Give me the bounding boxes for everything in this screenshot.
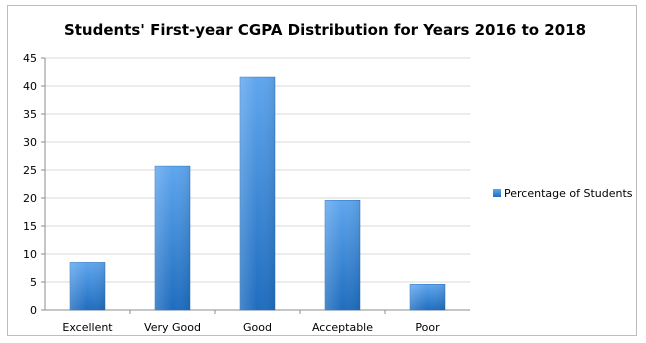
- bar-shading: [155, 166, 190, 310]
- y-tick-label: 30: [23, 136, 37, 149]
- x-tick-label: Poor: [415, 321, 440, 334]
- x-tick-label: Good: [243, 321, 272, 334]
- bar-shading: [240, 77, 275, 310]
- bar-shading: [70, 262, 105, 310]
- y-tick-label: 0: [30, 304, 37, 317]
- bar-shading: [325, 200, 360, 310]
- y-tick-label: 45: [23, 52, 37, 65]
- y-tick-label: 35: [23, 108, 37, 121]
- y-tick-labels: 0 5 10 15 20 25 30 35 40 45: [23, 52, 37, 317]
- x-tick-label: Acceptable: [312, 321, 373, 334]
- y-tick-label: 5: [30, 276, 37, 289]
- bars: [69, 76, 446, 311]
- bar-shading: [410, 284, 445, 310]
- y-tick-label: 10: [23, 248, 37, 261]
- y-tick-label: 20: [23, 192, 37, 205]
- x-tick-label: Excellent: [62, 321, 113, 334]
- x-tick-label: Very Good: [144, 321, 201, 334]
- chart-title: Students' First-year CGPA Distribution f…: [64, 21, 586, 39]
- y-tick-label: 15: [23, 220, 37, 233]
- x-tick-labels: Excellent Very Good Good Acceptable Poor: [62, 321, 440, 334]
- legend: Percentage of Students: [493, 187, 633, 200]
- legend-label: Percentage of Students: [504, 187, 633, 200]
- y-tick-label: 40: [23, 80, 37, 93]
- legend-swatch: [493, 189, 501, 197]
- y-tick-label: 25: [23, 164, 37, 177]
